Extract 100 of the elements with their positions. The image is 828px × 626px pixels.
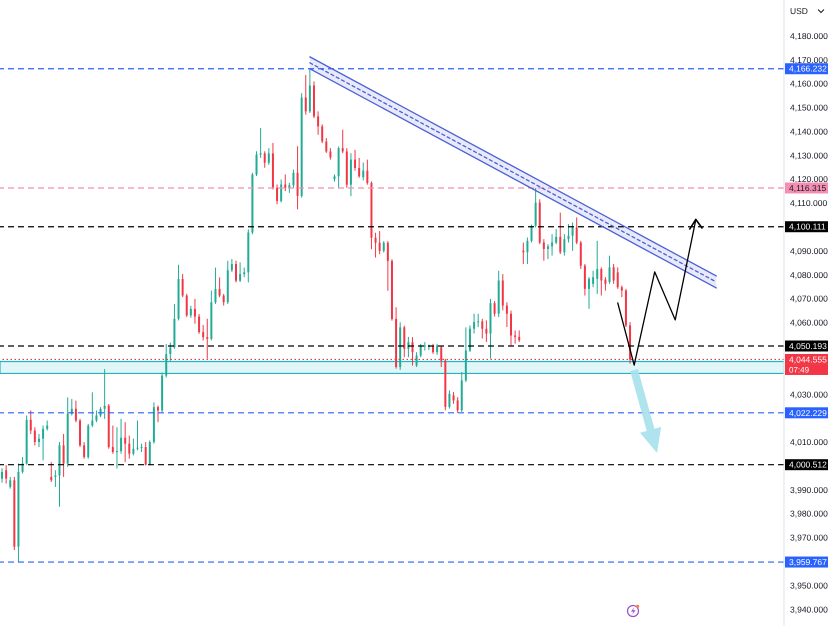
candlestick xyxy=(329,148,332,160)
candlestick xyxy=(604,276,606,292)
y-tick-label: 4,070.000 xyxy=(790,294,828,304)
candlestick xyxy=(526,237,528,265)
candlestick xyxy=(190,305,192,318)
candlestick xyxy=(563,234,566,256)
candlestick xyxy=(374,232,377,258)
candlestick xyxy=(239,262,242,282)
candlestick xyxy=(616,266,619,290)
y-tick-label: 4,160.000 xyxy=(790,78,828,89)
candlestick xyxy=(325,138,328,154)
candlestick xyxy=(612,264,615,284)
candlestick xyxy=(194,298,196,324)
candlestick xyxy=(546,244,549,260)
candlestick xyxy=(182,274,184,298)
y-tick-label: 4,170.000 xyxy=(790,54,828,65)
ref-line-label: 4,044.555 xyxy=(789,354,828,364)
ref-line-label: 4,116.315 xyxy=(789,183,826,194)
candlestick xyxy=(342,129,344,154)
candlestick xyxy=(234,260,237,283)
candlestick xyxy=(358,157,360,178)
candlestick xyxy=(128,435,130,460)
candlestick xyxy=(452,392,455,404)
candlestick xyxy=(62,433,65,478)
candlestick xyxy=(116,426,118,470)
y-tick-label: 4,120.000 xyxy=(790,174,828,184)
y-tick-label: 4,080.000 xyxy=(790,270,828,280)
candlestick xyxy=(317,110,320,136)
ref-line-label: 3,959.767 xyxy=(789,557,828,568)
candlestick xyxy=(456,396,459,414)
candlestick xyxy=(1,468,4,484)
candlestick xyxy=(620,285,623,298)
candlestick xyxy=(230,258,233,272)
candlestick xyxy=(124,422,126,463)
candlestick xyxy=(54,470,56,488)
candlestick xyxy=(91,392,94,428)
candlestick xyxy=(169,342,172,362)
ref-line-label: 4,166.232 xyxy=(789,64,828,74)
candlestick xyxy=(506,302,508,328)
candlestick xyxy=(576,216,578,245)
y-axis-title: USD xyxy=(790,6,808,16)
candlestick xyxy=(34,426,36,446)
candlestick xyxy=(321,124,324,144)
y-tick-label: 3,970.000 xyxy=(790,532,828,543)
ref-line-label: 4,050.193 xyxy=(789,340,828,351)
candlestick xyxy=(292,169,294,188)
candlestick xyxy=(530,224,533,244)
ref-line-label: 4,100.111 xyxy=(789,222,826,232)
candlestick xyxy=(588,276,590,310)
candlestick xyxy=(284,174,286,192)
candlestick xyxy=(83,442,86,460)
candlestick xyxy=(136,420,138,451)
candlestick xyxy=(386,240,389,292)
candlestick xyxy=(280,178,282,204)
candlestick xyxy=(559,212,562,254)
candlestick xyxy=(256,150,258,177)
candlestick xyxy=(510,310,512,346)
y-tick-label: 3,950.000 xyxy=(790,580,828,590)
candlestick xyxy=(366,159,368,186)
y-tick-label: 4,110.000 xyxy=(790,198,828,208)
candlestick xyxy=(416,352,418,368)
y-tick-label: 3,940.000 xyxy=(790,604,828,614)
candlestick xyxy=(580,240,582,270)
candlestick xyxy=(542,238,545,262)
candlestick xyxy=(403,325,406,358)
y-tick-label: 4,130.000 xyxy=(790,150,828,160)
candlestick xyxy=(382,240,385,254)
candlestick xyxy=(584,264,586,296)
candlestick xyxy=(148,440,151,466)
candlestick xyxy=(304,74,307,116)
candlestick xyxy=(514,330,516,344)
candlestick xyxy=(354,149,356,172)
candlestick xyxy=(243,267,246,278)
y-tick-label: 4,010.000 xyxy=(790,437,828,448)
candlestick xyxy=(140,443,143,453)
candlestick xyxy=(157,404,160,423)
candlestick xyxy=(477,313,480,328)
text: 07:49 xyxy=(789,365,810,374)
y-tick-label: 4,180.000 xyxy=(790,30,828,41)
y-tick-label: 3,990.000 xyxy=(790,484,828,495)
candlestick xyxy=(264,150,266,168)
candlestick xyxy=(38,433,40,448)
candlestick xyxy=(608,255,611,284)
candlestick xyxy=(42,425,44,461)
ref-line-label: 4,022.229 xyxy=(789,408,828,418)
candlestick xyxy=(9,476,12,490)
candlestick xyxy=(202,324,204,341)
ref-line-label: 4,000.512 xyxy=(789,460,828,470)
y-tick-label: 4,150.000 xyxy=(790,102,828,113)
candlestick xyxy=(420,343,422,358)
candlestick xyxy=(534,188,537,228)
candlestick xyxy=(218,276,221,298)
candlestick xyxy=(95,410,98,423)
candlestick xyxy=(551,234,554,256)
candlestick xyxy=(378,230,381,255)
candlestick xyxy=(592,270,594,288)
candlestick xyxy=(424,342,426,352)
candlestick xyxy=(572,222,574,252)
candlestick xyxy=(481,318,484,340)
candlestick xyxy=(276,184,278,205)
